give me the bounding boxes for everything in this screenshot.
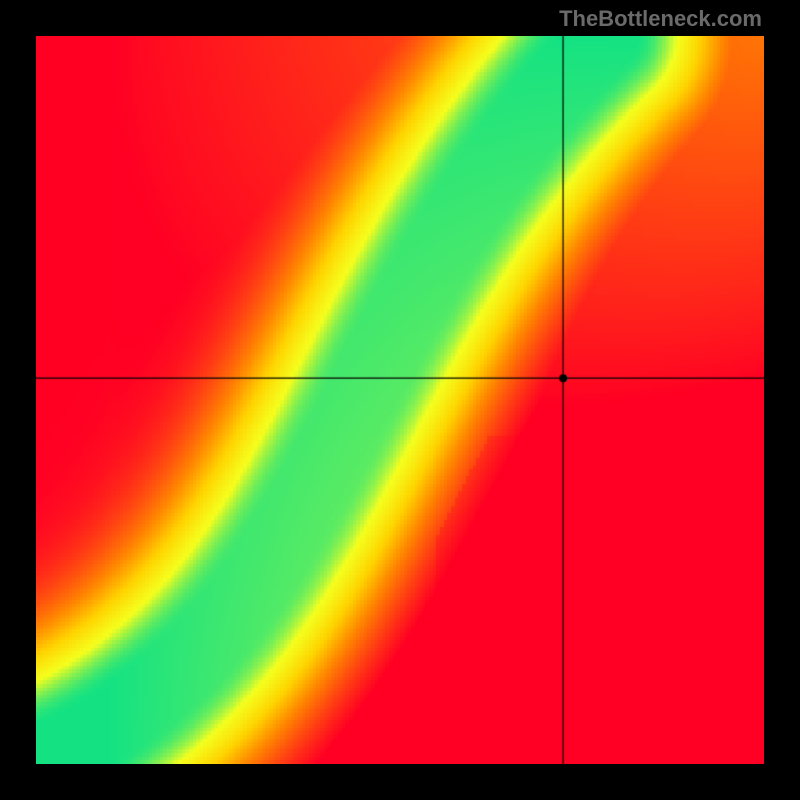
watermark-text: TheBottleneck.com — [559, 6, 762, 32]
crosshair-overlay — [36, 36, 764, 764]
bottleneck-heatmap — [36, 36, 764, 764]
